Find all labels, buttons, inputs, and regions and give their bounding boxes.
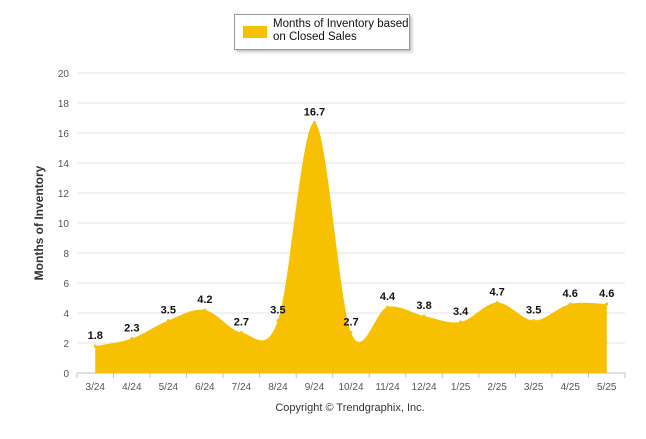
x-tick-label: 4/25 (560, 382, 580, 393)
data-label: 16.7 (304, 107, 325, 119)
y-tick-label: 0 (63, 369, 69, 380)
data-point (568, 302, 572, 306)
data-point (130, 337, 134, 340)
data-label: 3.5 (161, 305, 176, 317)
y-tick-label: 2 (63, 339, 69, 350)
y-tick-label: 6 (63, 279, 69, 290)
data-label: 4.4 (380, 291, 396, 303)
data-point (166, 319, 170, 322)
data-point (386, 305, 390, 309)
x-tick-label: 10/24 (338, 382, 363, 393)
data-point (532, 319, 536, 322)
x-tick-label: 5/24 (159, 382, 179, 393)
data-point (239, 331, 243, 334)
y-tick-label: 12 (58, 189, 70, 200)
data-label: 3.5 (270, 305, 285, 317)
x-tick-label: 7/24 (232, 382, 252, 393)
data-label: 2.7 (234, 317, 249, 329)
data-point (422, 314, 426, 318)
x-tick-label: 2/25 (487, 382, 507, 393)
legend: Months of Inventory based on Closed Sale… (234, 14, 410, 50)
data-label: 2.7 (343, 317, 358, 329)
data-label: 4.2 (197, 294, 212, 306)
data-point (605, 302, 609, 306)
y-tick-label: 18 (58, 99, 70, 110)
y-axis-title: Months of Inventory (32, 165, 46, 280)
data-point (349, 331, 353, 334)
legend-label: Months of Inventory based on Closed Sale… (273, 18, 409, 43)
data-label: 1.8 (88, 330, 103, 342)
data-point (203, 308, 207, 312)
x-tick-label: 12/24 (412, 382, 437, 393)
copyright-text: Copyright © Trendgraphix, Inc. (275, 402, 425, 414)
data-label: 4.7 (489, 287, 504, 299)
y-tick-label: 14 (58, 159, 70, 170)
x-tick-label: 4/24 (122, 382, 142, 393)
legend-swatch (243, 26, 267, 38)
y-tick-label: 4 (63, 309, 69, 320)
y-tick-label: 10 (58, 219, 70, 230)
data-point (276, 319, 280, 322)
data-label: 3.5 (526, 305, 541, 317)
x-tick-label: 8/24 (268, 382, 288, 393)
y-tick-label: 20 (58, 69, 70, 80)
data-point (459, 320, 463, 324)
y-tick-label: 16 (58, 129, 70, 140)
data-point (312, 121, 316, 124)
x-tick-label: 11/24 (375, 382, 400, 393)
x-tick-label: 9/24 (305, 382, 325, 393)
data-label: 4.6 (599, 288, 614, 300)
x-tick-label: 3/24 (86, 382, 106, 393)
data-label: 2.3 (124, 323, 139, 335)
data-label: 3.4 (453, 306, 469, 318)
data-point (93, 344, 97, 348)
y-tick-label: 8 (63, 249, 69, 260)
series-area (95, 122, 607, 373)
data-label: 3.8 (416, 300, 431, 312)
x-tick-label: 5/25 (597, 382, 617, 393)
x-tick-label: 3/25 (524, 382, 544, 393)
data-point (495, 301, 499, 304)
x-tick-label: 6/24 (195, 382, 215, 393)
data-label: 4.6 (563, 288, 578, 300)
x-tick-label: 1/25 (451, 382, 471, 393)
